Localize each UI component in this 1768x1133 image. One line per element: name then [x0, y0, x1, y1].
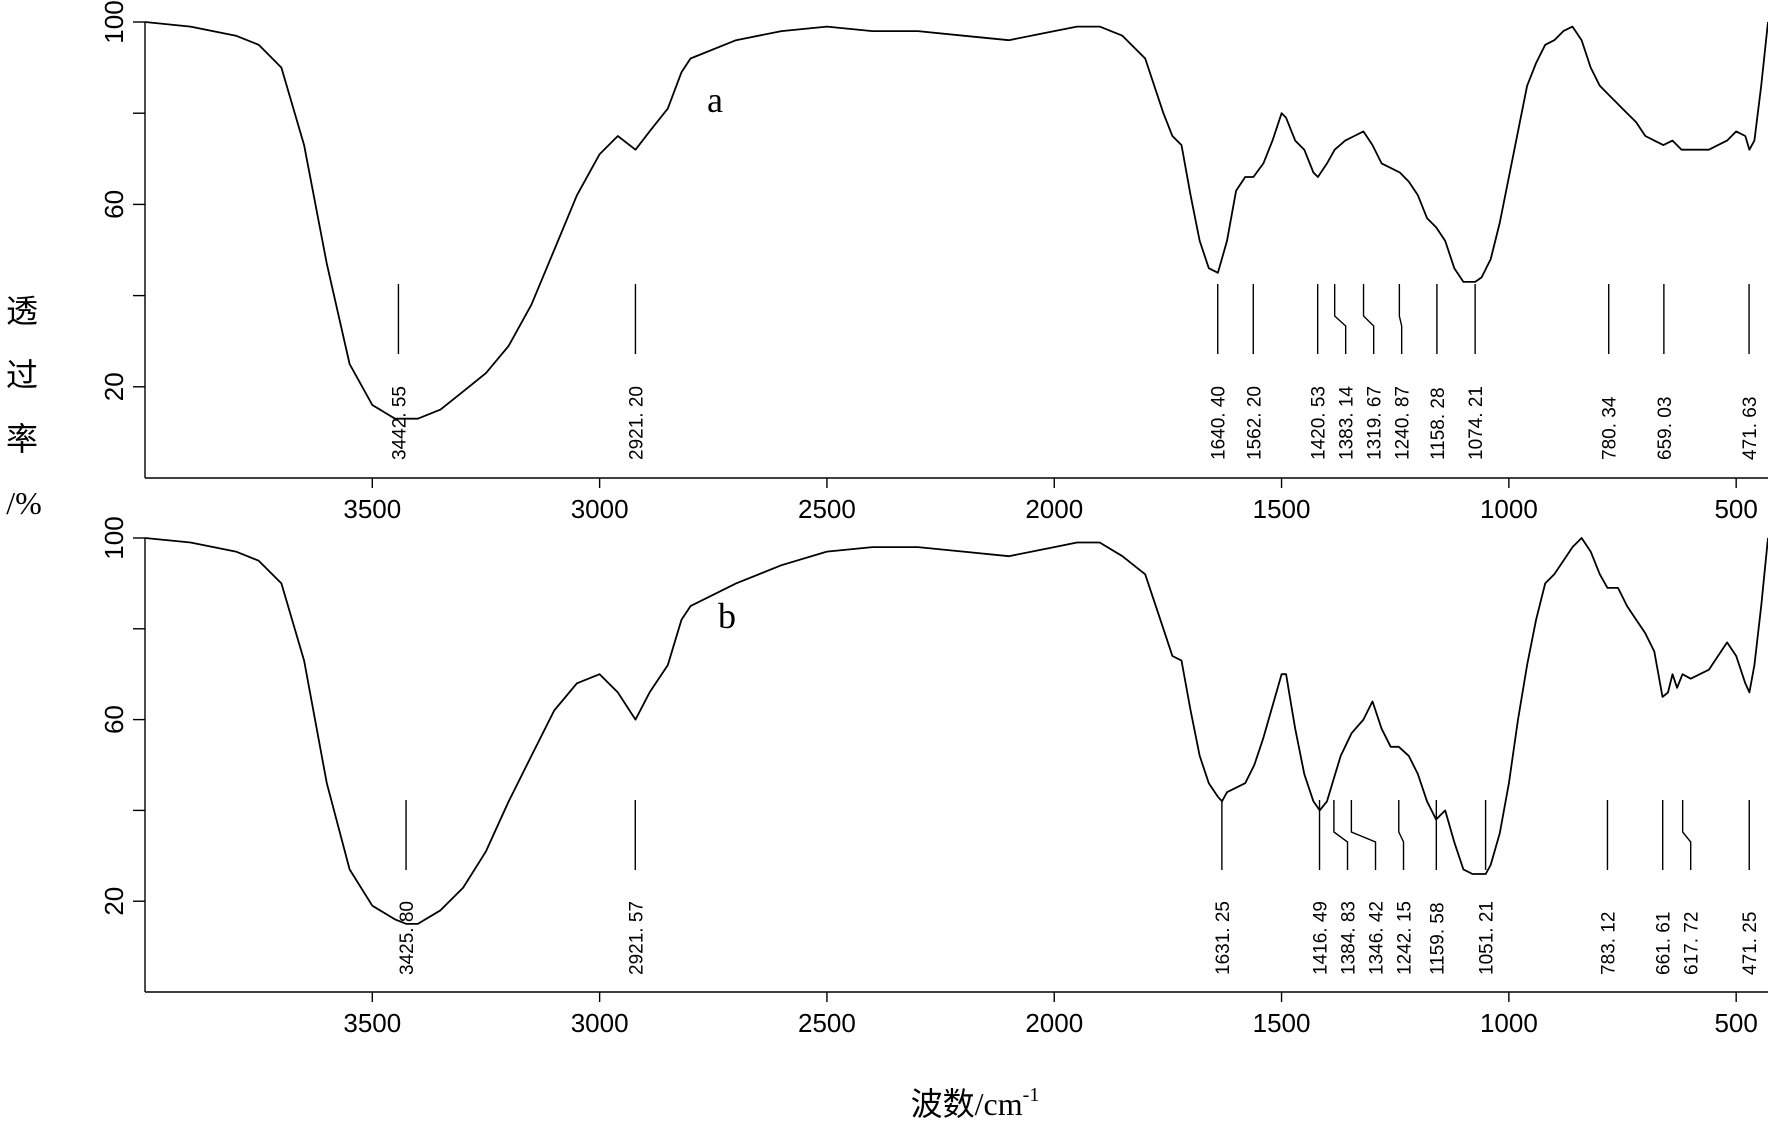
peak-label: 1384. 83 — [1339, 901, 1360, 975]
spectrum-line — [144, 537, 1768, 925]
peak-label: 1640. 40 — [1209, 386, 1230, 460]
x-tick-label: 1500 — [1253, 494, 1311, 524]
y-tick-label: 20 — [99, 887, 129, 916]
peak-label: 1562. 20 — [1244, 386, 1265, 460]
x-tick-label: 1000 — [1480, 1008, 1538, 1038]
y-title-char-3: 率 — [6, 421, 38, 457]
peak-label: 661. 61 — [1654, 912, 1675, 975]
x-tick-label: 3500 — [343, 1008, 401, 1038]
peak-label: 1383. 14 — [1337, 386, 1358, 460]
x-tick-label: 2000 — [1025, 494, 1083, 524]
peak-marker — [1333, 800, 1349, 870]
peak-label: 1346. 42 — [1367, 901, 1388, 975]
y-tick-label: 60 — [99, 705, 129, 734]
x-tick-label: 1500 — [1253, 1008, 1311, 1038]
peak-marker — [1362, 284, 1375, 354]
y-title-char-2: 过 — [6, 357, 38, 393]
x-axis-title-sup: -1 — [1023, 1084, 1040, 1106]
panel-a: 20 60 100 3500 3000 2500 2000 1500 1000 500 a 3442.… — [99, 0, 1768, 524]
peak-label: 1242. 15 — [1395, 901, 1416, 975]
panel-letter: b — [718, 596, 736, 636]
x-tick-label: 2500 — [798, 1008, 856, 1038]
panel-b: 20 60 100 3500 3000 2500 2000 1500 1000 500 b 3425.… — [99, 516, 1768, 1038]
peak-marker — [1333, 284, 1347, 354]
x-axis-title-main: 波数/cm — [911, 1086, 1023, 1122]
peak-label: 471. 63 — [1740, 397, 1761, 460]
x-tick-label: 3000 — [571, 1008, 629, 1038]
peak-label: 659. 03 — [1655, 397, 1676, 460]
x-tick-label: 3500 — [343, 494, 401, 524]
peak-label: 1631. 25 — [1213, 901, 1234, 975]
x-tick-label: 500 — [1714, 1008, 1757, 1038]
peak-label: 780. 34 — [1600, 396, 1621, 460]
peak-marker — [1681, 800, 1692, 870]
x-axis-title: 波数/cm-1 — [911, 1084, 1040, 1122]
y-title-char-4: /% — [6, 485, 42, 521]
y-tick-label: 100 — [99, 0, 129, 43]
peak-label: 1420. 53 — [1309, 386, 1330, 460]
y-tick-label: 100 — [99, 516, 129, 559]
peak-label: 1416. 49 — [1311, 901, 1332, 975]
peak-label: 1051. 21 — [1477, 901, 1498, 975]
peak-label: 1158. 28 — [1428, 387, 1449, 460]
peak-label: 3442. 55 — [389, 386, 410, 460]
peak-label: 1074. 21 — [1466, 386, 1487, 460]
x-tick-label: 1000 — [1480, 494, 1538, 524]
x-tick-label: 2500 — [798, 494, 856, 524]
spectrum-line — [144, 21, 1768, 420]
peak-label: 3425. 80 — [397, 901, 418, 975]
peak-marker — [1350, 800, 1377, 870]
y-title-char-1: 透 — [6, 293, 38, 329]
peak-label: 617. 72 — [1682, 912, 1703, 975]
peak-label: 783. 12 — [1598, 912, 1619, 975]
x-tick-label: 500 — [1714, 494, 1757, 524]
peak-marker — [1398, 284, 1403, 354]
peak-label: 1319. 67 — [1365, 386, 1386, 460]
y-tick-label: 20 — [99, 372, 129, 401]
peak-label: 471. 25 — [1740, 912, 1761, 975]
peak-label: 2921. 20 — [626, 386, 647, 460]
y-tick-label: 60 — [99, 190, 129, 219]
peak-label: 2921. 57 — [626, 901, 647, 975]
peak-label: 1159. 58 — [1427, 902, 1448, 975]
x-tick-label: 2000 — [1025, 1008, 1083, 1038]
peak-marker — [1398, 800, 1405, 870]
panel-letter: a — [707, 80, 723, 120]
peak-label: 1240. 87 — [1393, 386, 1414, 460]
y-axis-title: 透 过 率 /% — [6, 293, 42, 521]
x-tick-label: 3000 — [571, 494, 629, 524]
